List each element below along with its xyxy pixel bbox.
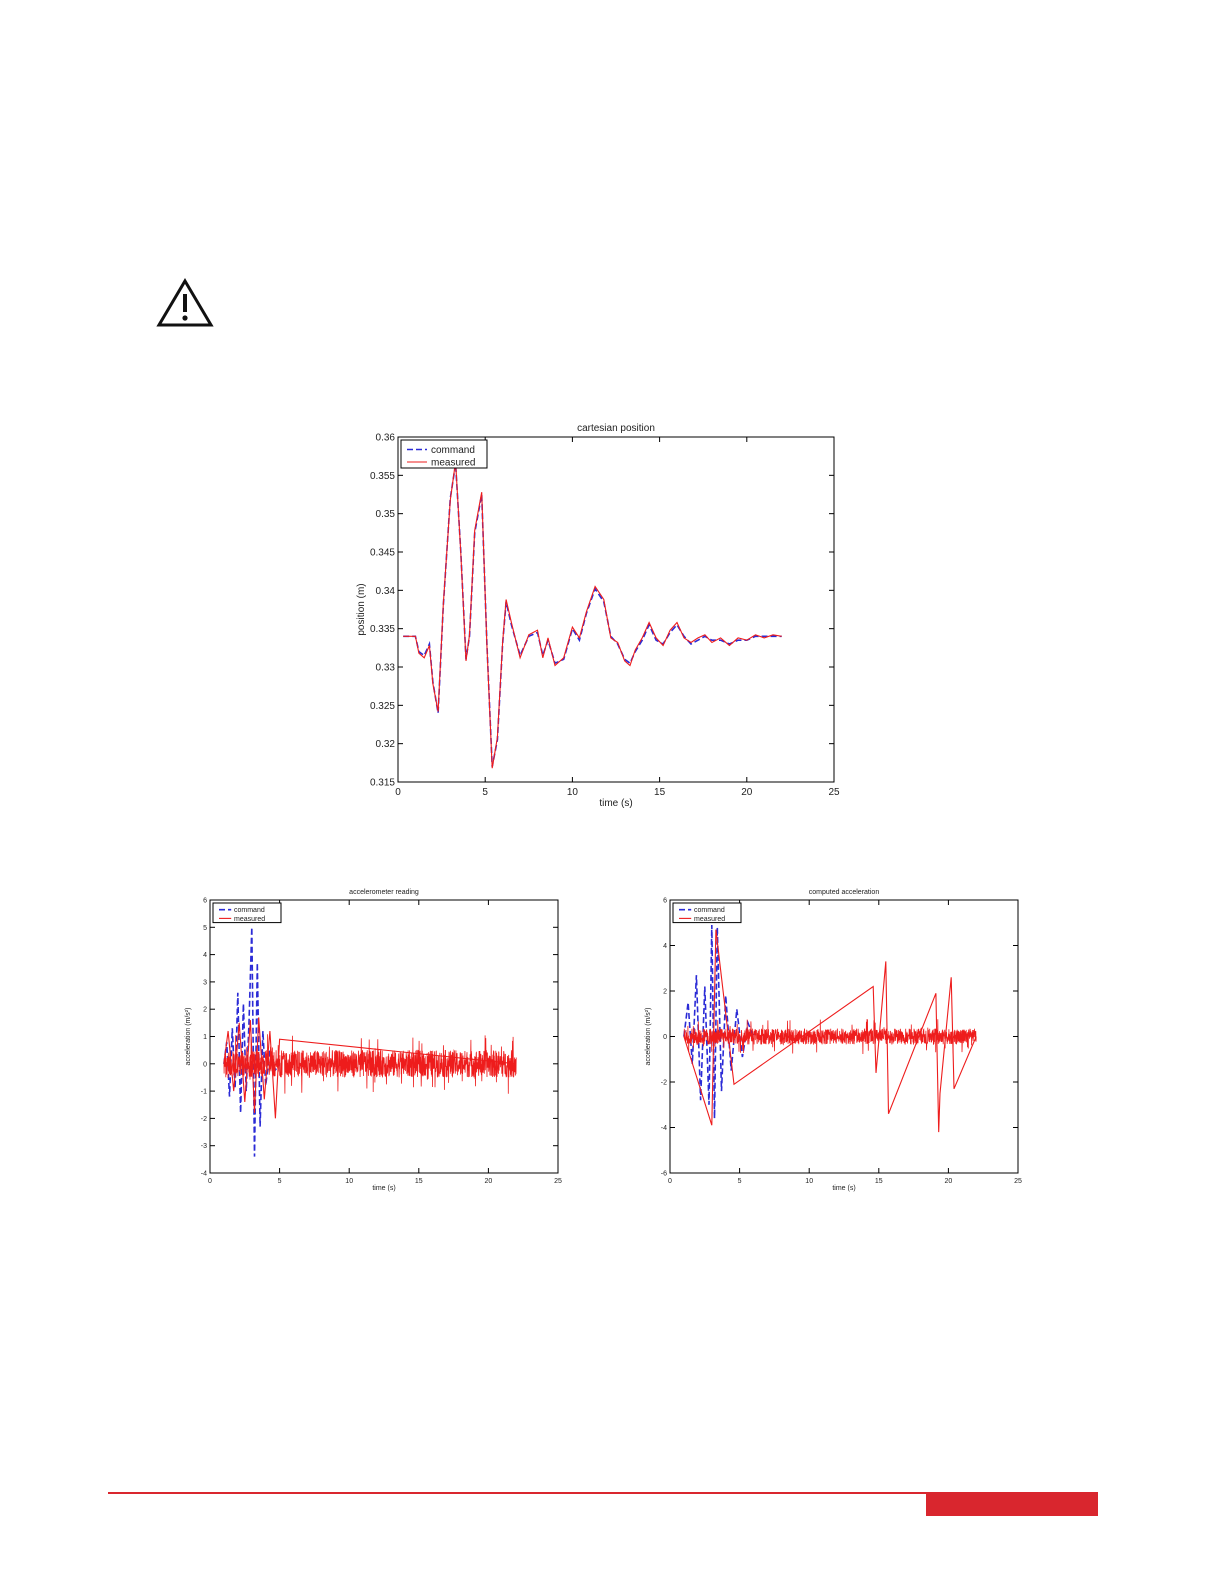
y-tick-label: -1 (201, 1089, 207, 1096)
footer-rule (108, 1492, 1098, 1494)
series-group (403, 461, 782, 769)
warning-triangle-icon (156, 278, 214, 327)
y-tick-label: -3 (201, 1143, 207, 1150)
y-tick-label: 0.345 (370, 548, 395, 559)
y-tick-label: 4 (203, 952, 207, 959)
x-tick-label: 15 (654, 787, 666, 798)
y-tick-label: 3 (203, 979, 207, 986)
x-tick-label: 0 (668, 1178, 672, 1185)
x-axis-label: time (s) (832, 1185, 855, 1192)
x-tick-label: 20 (485, 1178, 493, 1185)
series-command (683, 924, 755, 1119)
x-tick-label: 15 (875, 1178, 883, 1185)
x-tick-label: 10 (345, 1178, 353, 1185)
y-tick-label: 1 (203, 1034, 207, 1041)
chart-title: computed acceleration (809, 889, 880, 896)
x-tick-label: 0 (208, 1178, 212, 1185)
x-axis-label: time (s) (372, 1185, 395, 1192)
x-tick-label: 25 (1014, 1178, 1022, 1185)
y-tick-label: 0.33 (376, 663, 396, 674)
legend-label-measured: measured (431, 458, 475, 469)
y-axis-label: position (m) (356, 583, 367, 635)
x-tick-label: 10 (805, 1178, 813, 1185)
chart-computed-acceleration: computed acceleration time (s) acceleratio… (645, 889, 1022, 1192)
legend-label-command: command (694, 907, 725, 914)
legend-box (400, 439, 488, 469)
y-axis-label: acceleration (m/s²) (185, 1008, 192, 1066)
legend-box (672, 902, 742, 924)
x-tick-label: 15 (415, 1178, 423, 1185)
y-tick-label: 6 (203, 897, 207, 904)
y-tick-label: 0.315 (370, 778, 395, 789)
y-tick-label: 2 (663, 988, 667, 995)
legend-label-command: command (234, 907, 265, 914)
x-tick-label: 25 (828, 787, 840, 798)
y-tick-label: 6 (663, 897, 667, 904)
series-group (683, 924, 977, 1133)
x-tick-label: 5 (738, 1178, 742, 1185)
legend: command measured (400, 439, 488, 469)
x-tick-label: 5 (482, 787, 488, 798)
y-tick-label: -2 (661, 1079, 667, 1086)
series-command (223, 927, 281, 1157)
series-measured (403, 461, 782, 769)
series-measured (683, 929, 977, 1133)
legend: command measured (672, 902, 742, 924)
legend: command measured (212, 902, 282, 924)
y-tick-label: 0.32 (376, 739, 396, 750)
y-axis-label: acceleration (m/s²) (645, 1008, 652, 1066)
chart-title: cartesian position (577, 423, 655, 434)
y-tick-label: -4 (201, 1170, 207, 1177)
x-tick-label: 20 (945, 1178, 953, 1185)
y-tick-label: -2 (201, 1116, 207, 1123)
y-tick-label: 0 (663, 1034, 667, 1041)
legend-label-command: command (431, 445, 475, 456)
chart-title: accelerometer reading (349, 889, 419, 896)
y-tick-label: 4 (663, 943, 667, 950)
footer-accent-block (926, 1494, 1098, 1516)
x-tick-label: 5 (278, 1178, 282, 1185)
y-tick-label: 0.355 (370, 471, 395, 482)
x-tick-label: 20 (741, 787, 753, 798)
y-tick-label: 0.34 (376, 586, 396, 597)
chart-cartesian-position: cartesian position time (s) position (m) 0 5… (356, 423, 840, 809)
x-axis-label: time (s) (599, 798, 632, 809)
legend-box (212, 902, 282, 924)
x-tick-label: 10 (567, 787, 579, 798)
chart-accelerometer-reading: accelerometer reading time (s) acceleratio… (185, 889, 562, 1192)
series-group (223, 927, 517, 1157)
y-tick-label: -4 (661, 1125, 667, 1132)
series-measured (223, 1017, 517, 1119)
x-tick-label: 25 (554, 1178, 562, 1185)
legend-label-measured: measured (234, 916, 265, 923)
y-tick-label: 5 (203, 925, 207, 932)
y-tick-label: 0.335 (370, 624, 395, 635)
y-tick-label: 2 (203, 1007, 207, 1014)
y-tick-label: -6 (661, 1170, 667, 1177)
y-tick-label: 0.36 (376, 433, 396, 444)
series-measured-noise (683, 1019, 977, 1055)
y-tick-label: 0.35 (376, 509, 396, 520)
y-tick-label: 0.325 (370, 701, 395, 712)
legend-label-measured: measured (694, 916, 725, 923)
x-tick-label: 0 (395, 787, 401, 798)
y-tick-label: 0 (203, 1061, 207, 1068)
